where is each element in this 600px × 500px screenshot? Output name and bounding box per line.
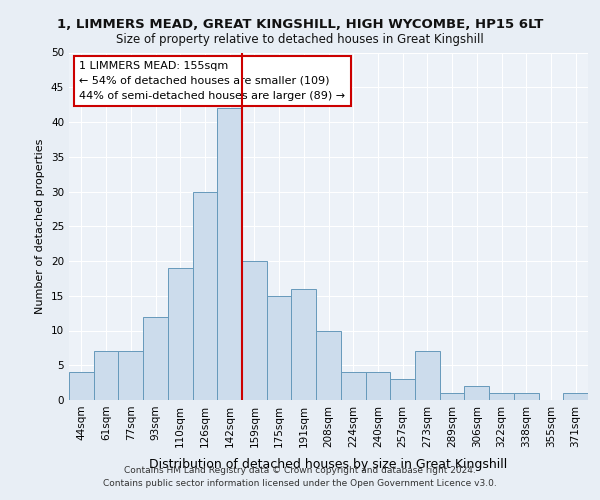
Bar [563,393,588,400]
Bar [168,268,193,400]
Bar [69,372,94,400]
Bar [341,372,365,400]
Bar [440,393,464,400]
Bar [118,352,143,400]
Bar [217,108,242,400]
Bar [464,386,489,400]
Bar [193,192,217,400]
Text: Contains HM Land Registry data © Crown copyright and database right 2024.
Contai: Contains HM Land Registry data © Crown c… [103,466,497,487]
Y-axis label: Number of detached properties: Number of detached properties [35,138,46,314]
Text: 1, LIMMERS MEAD, GREAT KINGSHILL, HIGH WYCOMBE, HP15 6LT: 1, LIMMERS MEAD, GREAT KINGSHILL, HIGH W… [57,18,543,30]
Text: 1 LIMMERS MEAD: 155sqm
← 54% of detached houses are smaller (109)
44% of semi-de: 1 LIMMERS MEAD: 155sqm ← 54% of detached… [79,61,346,101]
Bar [242,261,267,400]
Bar [143,316,168,400]
Bar [390,379,415,400]
Bar [316,330,341,400]
Bar [94,352,118,400]
Bar [514,393,539,400]
X-axis label: Distribution of detached houses by size in Great Kingshill: Distribution of detached houses by size … [149,458,508,471]
Bar [292,289,316,400]
Text: Size of property relative to detached houses in Great Kingshill: Size of property relative to detached ho… [116,32,484,46]
Bar [365,372,390,400]
Bar [415,352,440,400]
Bar [489,393,514,400]
Bar [267,296,292,400]
